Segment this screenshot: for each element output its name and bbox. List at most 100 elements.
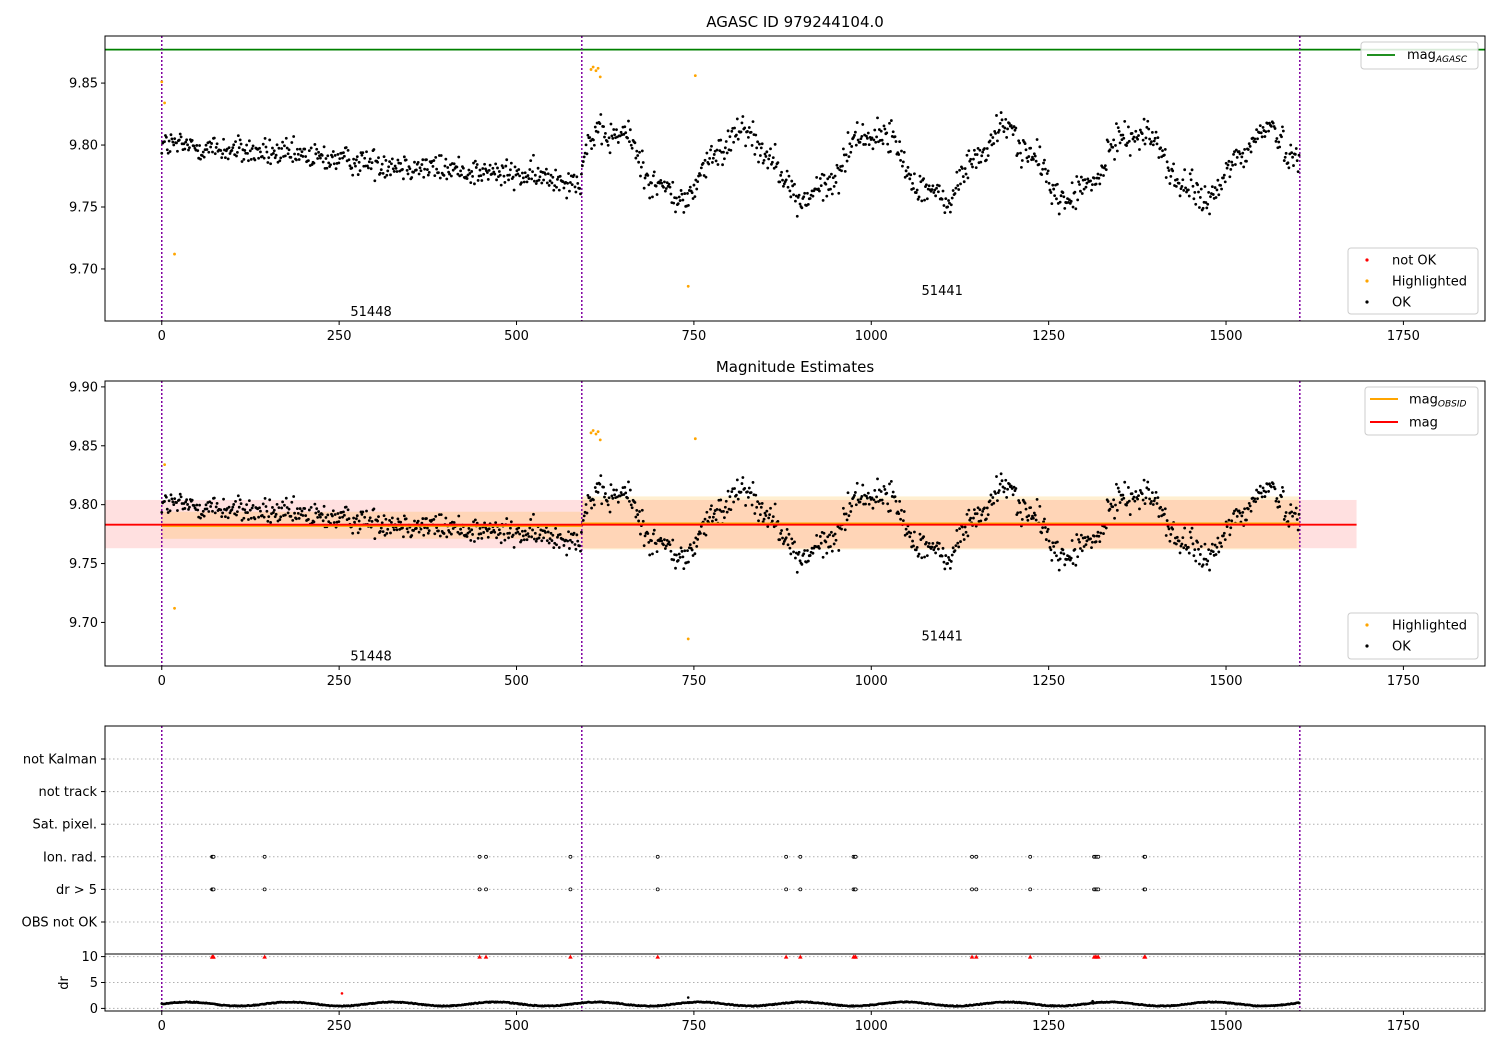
ok-point xyxy=(277,146,281,150)
ok-point xyxy=(951,189,955,192)
ok-point xyxy=(523,529,527,533)
ok-point xyxy=(1016,152,1020,155)
ok-point xyxy=(1080,192,1084,195)
ok-point xyxy=(280,506,284,510)
ok-point xyxy=(289,514,293,518)
ok-point xyxy=(886,142,890,146)
ok-point xyxy=(759,146,763,150)
p4-xtick-label: 1500 xyxy=(1209,1019,1242,1034)
ok-point xyxy=(549,531,553,535)
ok-point xyxy=(1293,152,1297,156)
ok-point xyxy=(728,135,732,139)
ok-point xyxy=(177,498,181,502)
ok-point xyxy=(651,195,654,199)
ok-point xyxy=(1074,207,1078,211)
p2-xtick-label: 750 xyxy=(681,674,706,689)
ok-point xyxy=(1281,485,1284,489)
ok-point xyxy=(1003,487,1007,490)
ok-point xyxy=(1047,181,1051,185)
ok-point xyxy=(915,188,919,192)
ok-point xyxy=(186,503,189,506)
ok-point xyxy=(768,154,771,157)
ok-point xyxy=(995,114,998,117)
ok-point xyxy=(1141,138,1145,142)
ok-point xyxy=(953,192,957,195)
ok-point xyxy=(511,175,515,179)
ok-point xyxy=(1051,183,1055,187)
ok-point xyxy=(1011,493,1015,497)
ok-point xyxy=(497,528,501,532)
p4-xtick-label: 1250 xyxy=(1032,1019,1065,1034)
ok-point xyxy=(351,531,355,535)
ok-point xyxy=(1019,151,1022,155)
ok-point xyxy=(999,111,1003,114)
ok-point xyxy=(231,505,235,509)
ok-point xyxy=(860,135,864,138)
ok-point xyxy=(941,189,945,193)
ok-point xyxy=(1186,545,1190,549)
ok-point xyxy=(651,532,655,536)
ok-point xyxy=(1020,517,1024,521)
ok-point xyxy=(615,488,618,492)
ok-point xyxy=(751,481,755,484)
ok-point xyxy=(298,147,302,151)
ok-point xyxy=(1192,197,1196,201)
ok-point xyxy=(629,143,633,147)
ok-point xyxy=(274,153,278,157)
ok-point xyxy=(581,518,585,522)
ok-point xyxy=(674,210,677,214)
ok-point xyxy=(616,141,620,144)
ok-point xyxy=(972,508,976,512)
ok-point xyxy=(652,528,656,532)
ok-point xyxy=(1227,518,1231,522)
ok-point xyxy=(295,517,298,521)
ok-point xyxy=(858,140,862,144)
ok-point xyxy=(746,495,750,499)
legend-line-subscript: OBSID xyxy=(1438,400,1467,410)
ok-point xyxy=(845,518,849,522)
ok-point xyxy=(1163,507,1167,511)
ok-point xyxy=(648,196,652,200)
ok-point xyxy=(629,503,633,507)
ok-point xyxy=(410,176,414,179)
ok-point xyxy=(830,549,834,553)
ok-point xyxy=(1000,479,1004,483)
ok-point xyxy=(613,133,617,137)
ok-point xyxy=(1287,166,1291,170)
ok-point xyxy=(1127,139,1131,143)
ok-point xyxy=(1070,181,1074,185)
ok-point xyxy=(439,513,443,517)
ok-point xyxy=(493,172,497,176)
ok-point xyxy=(1132,135,1136,139)
ok-point xyxy=(511,533,515,537)
ok-point xyxy=(261,142,265,146)
ok-point xyxy=(1204,557,1208,561)
ok-point xyxy=(434,155,438,159)
ok-point xyxy=(297,516,301,520)
p1-xtick-label: 0 xyxy=(158,329,166,344)
ok-point xyxy=(1254,140,1258,144)
ok-point xyxy=(246,151,249,155)
ok-point xyxy=(662,543,665,547)
ok-point xyxy=(1029,506,1033,510)
ok-point xyxy=(565,196,569,200)
ok-point xyxy=(353,520,356,524)
ok-point xyxy=(1067,198,1071,202)
highlighted-point xyxy=(173,606,176,610)
ok-point xyxy=(405,527,409,531)
flag-label: Ion. rad. xyxy=(43,850,97,865)
ok-point xyxy=(1291,514,1294,518)
ok-point xyxy=(1004,117,1008,121)
ok-point xyxy=(205,148,209,151)
ok-point xyxy=(495,178,498,182)
ok-point xyxy=(1083,536,1087,539)
ok-point xyxy=(572,173,576,177)
ok-point xyxy=(636,154,640,157)
ok-point xyxy=(628,128,632,132)
ok-point xyxy=(1086,535,1090,539)
ok-point xyxy=(1052,187,1056,191)
ok-point xyxy=(1207,548,1211,552)
ok-point xyxy=(479,174,483,177)
ok-point xyxy=(272,149,276,153)
ok-point xyxy=(1091,183,1094,187)
